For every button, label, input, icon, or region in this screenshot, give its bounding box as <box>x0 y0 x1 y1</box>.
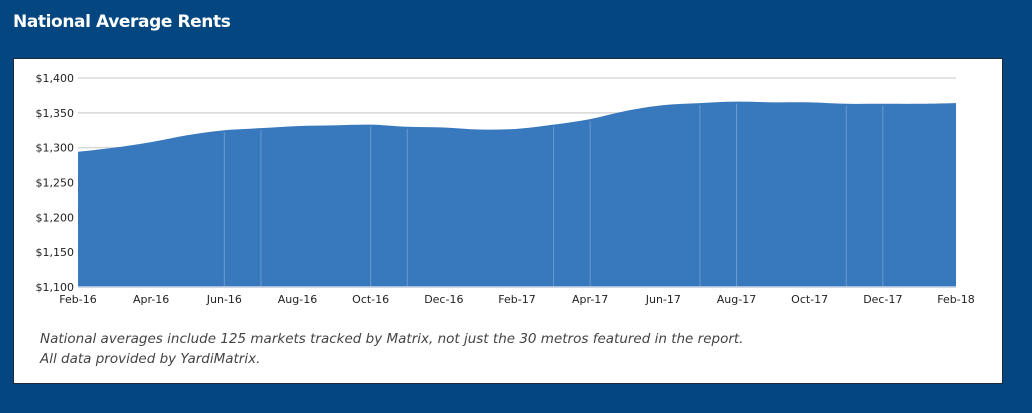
y-tick-label: $1,150 <box>36 246 75 259</box>
x-tick-label: Oct-16 <box>352 293 389 306</box>
x-tick-label: Aug-17 <box>717 293 756 306</box>
x-tick-label: Feb-16 <box>59 293 96 306</box>
footnote: National averages include 125 markets tr… <box>40 329 743 369</box>
x-tick-label: Dec-17 <box>863 293 902 306</box>
x-tick-label: Aug-16 <box>278 293 317 306</box>
area-series <box>78 101 956 287</box>
y-tick-label: $1,250 <box>36 177 75 190</box>
y-tick-label: $1,350 <box>36 107 75 120</box>
y-tick-label: $1,100 <box>36 281 75 294</box>
x-tick-label: Jun-16 <box>206 293 242 306</box>
chart-card: $1,100 $1,150 $1,200 $1,250 $1,300 $1,350 $1,4… <box>13 58 1003 384</box>
x-tick-label: Oct-17 <box>791 293 828 306</box>
y-tick-label: $1,300 <box>36 142 75 155</box>
y-tick-label: $1,400 <box>36 72 75 85</box>
x-tick-label: Dec-16 <box>424 293 463 306</box>
page-title: National Average Rents <box>13 12 231 32</box>
x-tick-label: Feb-17 <box>498 293 535 306</box>
footnote-line-1: National averages include 125 markets tr… <box>40 331 744 347</box>
footnote-line-2: All data provided by YardiMatrix. <box>40 351 261 367</box>
area-chart: $1,100 $1,150 $1,200 $1,250 $1,300 $1,350 $1,4… <box>36 72 975 306</box>
y-tick-label: $1,200 <box>36 211 75 224</box>
x-tick-label: Apr-16 <box>133 293 169 306</box>
x-tick-label: Jun-17 <box>645 293 681 306</box>
x-tick-label: Apr-17 <box>572 293 608 306</box>
x-tick-label: Feb-18 <box>937 293 974 306</box>
